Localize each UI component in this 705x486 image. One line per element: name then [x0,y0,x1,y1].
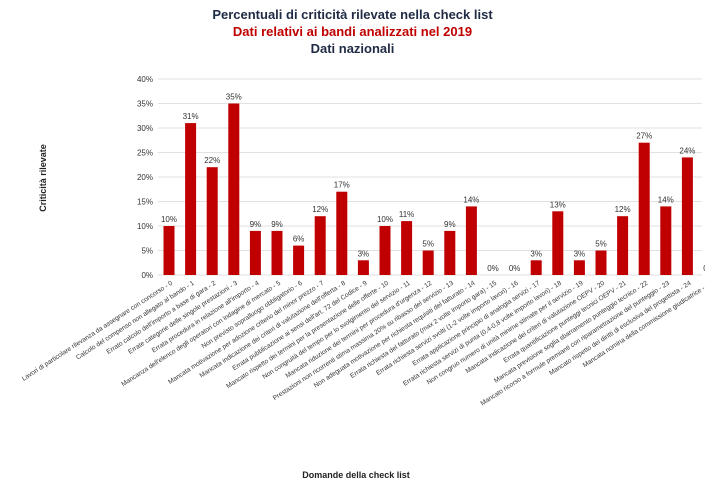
data-label: 0% [487,264,499,273]
data-label: 24% [679,146,695,155]
y-tick-label: 40% [137,75,153,84]
bar [638,142,650,275]
data-label: 22% [204,156,220,165]
data-label: 9% [444,220,456,229]
bar [336,191,348,275]
bar [422,250,434,275]
y-axis-ticks: 0% 5% 10% 15% 20% 25% 30% 35% 40% [137,75,153,280]
bar [444,230,456,275]
y-tick-label: 10% [137,222,153,231]
bar [681,157,693,275]
data-label: 14% [463,195,479,204]
data-label: 10% [161,215,177,224]
bar [595,250,607,275]
chart-subtitle: Dati relativi ai bandi analizzati nel 20… [232,24,473,39]
data-label: 17% [334,181,350,190]
y-tick-label: 35% [137,100,153,109]
y-tick-label: 15% [137,198,153,207]
data-label: 35% [226,93,242,102]
data-label: 12% [615,205,631,214]
bar [357,260,369,275]
bar [185,123,197,275]
chart-title: Percentuali di criticità rilevate nella … [212,7,493,22]
x-axis-title: Domande della check list [302,470,410,480]
bar [228,103,240,275]
y-axis-title: Criticità rilevate [38,144,48,212]
bar [465,206,477,275]
y-tick-label: 5% [141,247,153,256]
bar [206,167,218,275]
data-label: 6% [293,235,305,244]
bar [552,211,564,275]
data-label: 9% [250,220,262,229]
bar [379,226,391,275]
y-tick-label: 20% [137,173,153,182]
data-label: 27% [636,132,652,141]
bar [660,206,672,275]
data-labels: 10% 31% 22% 35% 9% 9% 6% 12% 17% 3% 10% 11% 5% 9% 14% 0… [161,93,705,274]
bar [249,230,261,275]
data-label: 5% [595,240,607,249]
data-label: 3% [530,249,542,258]
y-tick-label: 25% [137,149,153,158]
bar [293,245,305,275]
bar [163,226,175,275]
y-tick-label: 30% [137,124,153,133]
x-axis-categories: Lavori di particolare rilevanza da asseg… [21,280,705,408]
data-label: 11% [399,210,414,219]
chart-titles: Percentuali di criticità rilevate nella … [0,6,705,57]
bar [573,260,585,275]
data-label: 0% [509,264,521,273]
bar [401,221,413,275]
bar [314,216,326,275]
bar [617,216,629,275]
data-label: 10% [377,215,393,224]
data-label: 14% [658,195,674,204]
data-label: 3% [574,249,586,258]
chart-subtitle-2: Dati nazionali [310,41,395,56]
data-label: 31% [183,112,199,121]
data-label: 12% [312,205,328,214]
data-label: 5% [422,240,434,249]
y-tick-label: 0% [141,271,153,280]
data-label: 9% [271,220,283,229]
data-label: 3% [358,249,370,258]
bar [271,230,283,275]
bars [163,103,693,275]
data-label: 0% [703,264,705,273]
data-label: 13% [550,200,566,209]
bar [530,260,542,275]
